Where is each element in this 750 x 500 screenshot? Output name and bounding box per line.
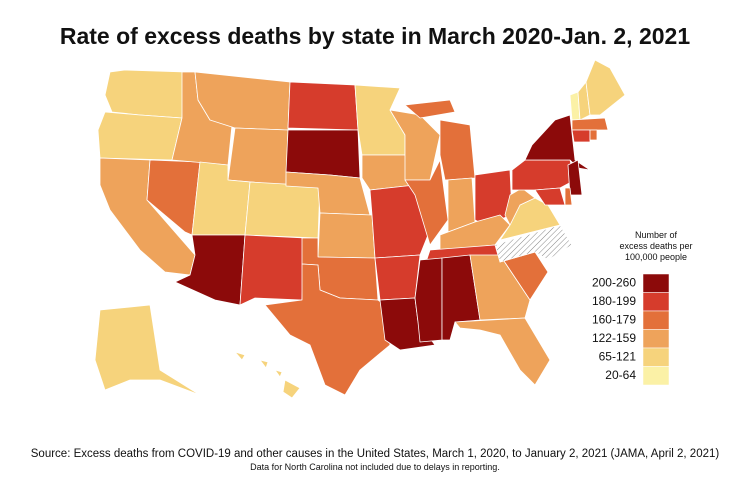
legend-label: 160-179 (592, 313, 636, 327)
legend-swatch (642, 366, 670, 386)
state (244, 181, 321, 239)
state (511, 159, 576, 191)
map-title: Rate of excess deaths by state in March … (60, 23, 690, 49)
legend-label: 65-121 (599, 350, 637, 364)
state (234, 351, 301, 399)
state (104, 69, 186, 119)
state (227, 127, 289, 186)
state (317, 212, 376, 259)
state (239, 234, 306, 306)
state (567, 159, 583, 196)
states (94, 59, 626, 399)
state (264, 263, 391, 396)
legend-label: 180-199 (592, 294, 636, 308)
state (285, 129, 361, 179)
legend-swatch (642, 347, 670, 367)
state (374, 254, 421, 301)
state (571, 117, 609, 131)
state (287, 81, 359, 131)
source: Source: Excess deaths from COVID-19 and … (31, 448, 720, 460)
legend-title: Number of excess deaths per 100,000 people (619, 230, 692, 262)
state (564, 187, 573, 206)
legend-swatch (642, 292, 670, 312)
legend-swatch (642, 329, 670, 349)
note: Data for North Carolina not included due… (250, 462, 500, 472)
legend-swatch (642, 310, 670, 330)
state (454, 317, 551, 386)
state (439, 119, 476, 181)
state (494, 224, 573, 263)
state (571, 129, 591, 143)
state (94, 304, 201, 396)
legend: 200-260 180-199 160-179 122-159 65-121 20-64 (592, 273, 670, 386)
legend-label: 20-64 (605, 368, 636, 382)
legend-swatch (642, 273, 670, 293)
legend-label: 200-260 (592, 276, 636, 290)
state (97, 111, 183, 161)
legend-label: 122-159 (592, 331, 636, 345)
state (414, 257, 443, 343)
state (404, 99, 456, 119)
state (469, 254, 531, 321)
state (589, 129, 598, 141)
state (585, 59, 626, 116)
